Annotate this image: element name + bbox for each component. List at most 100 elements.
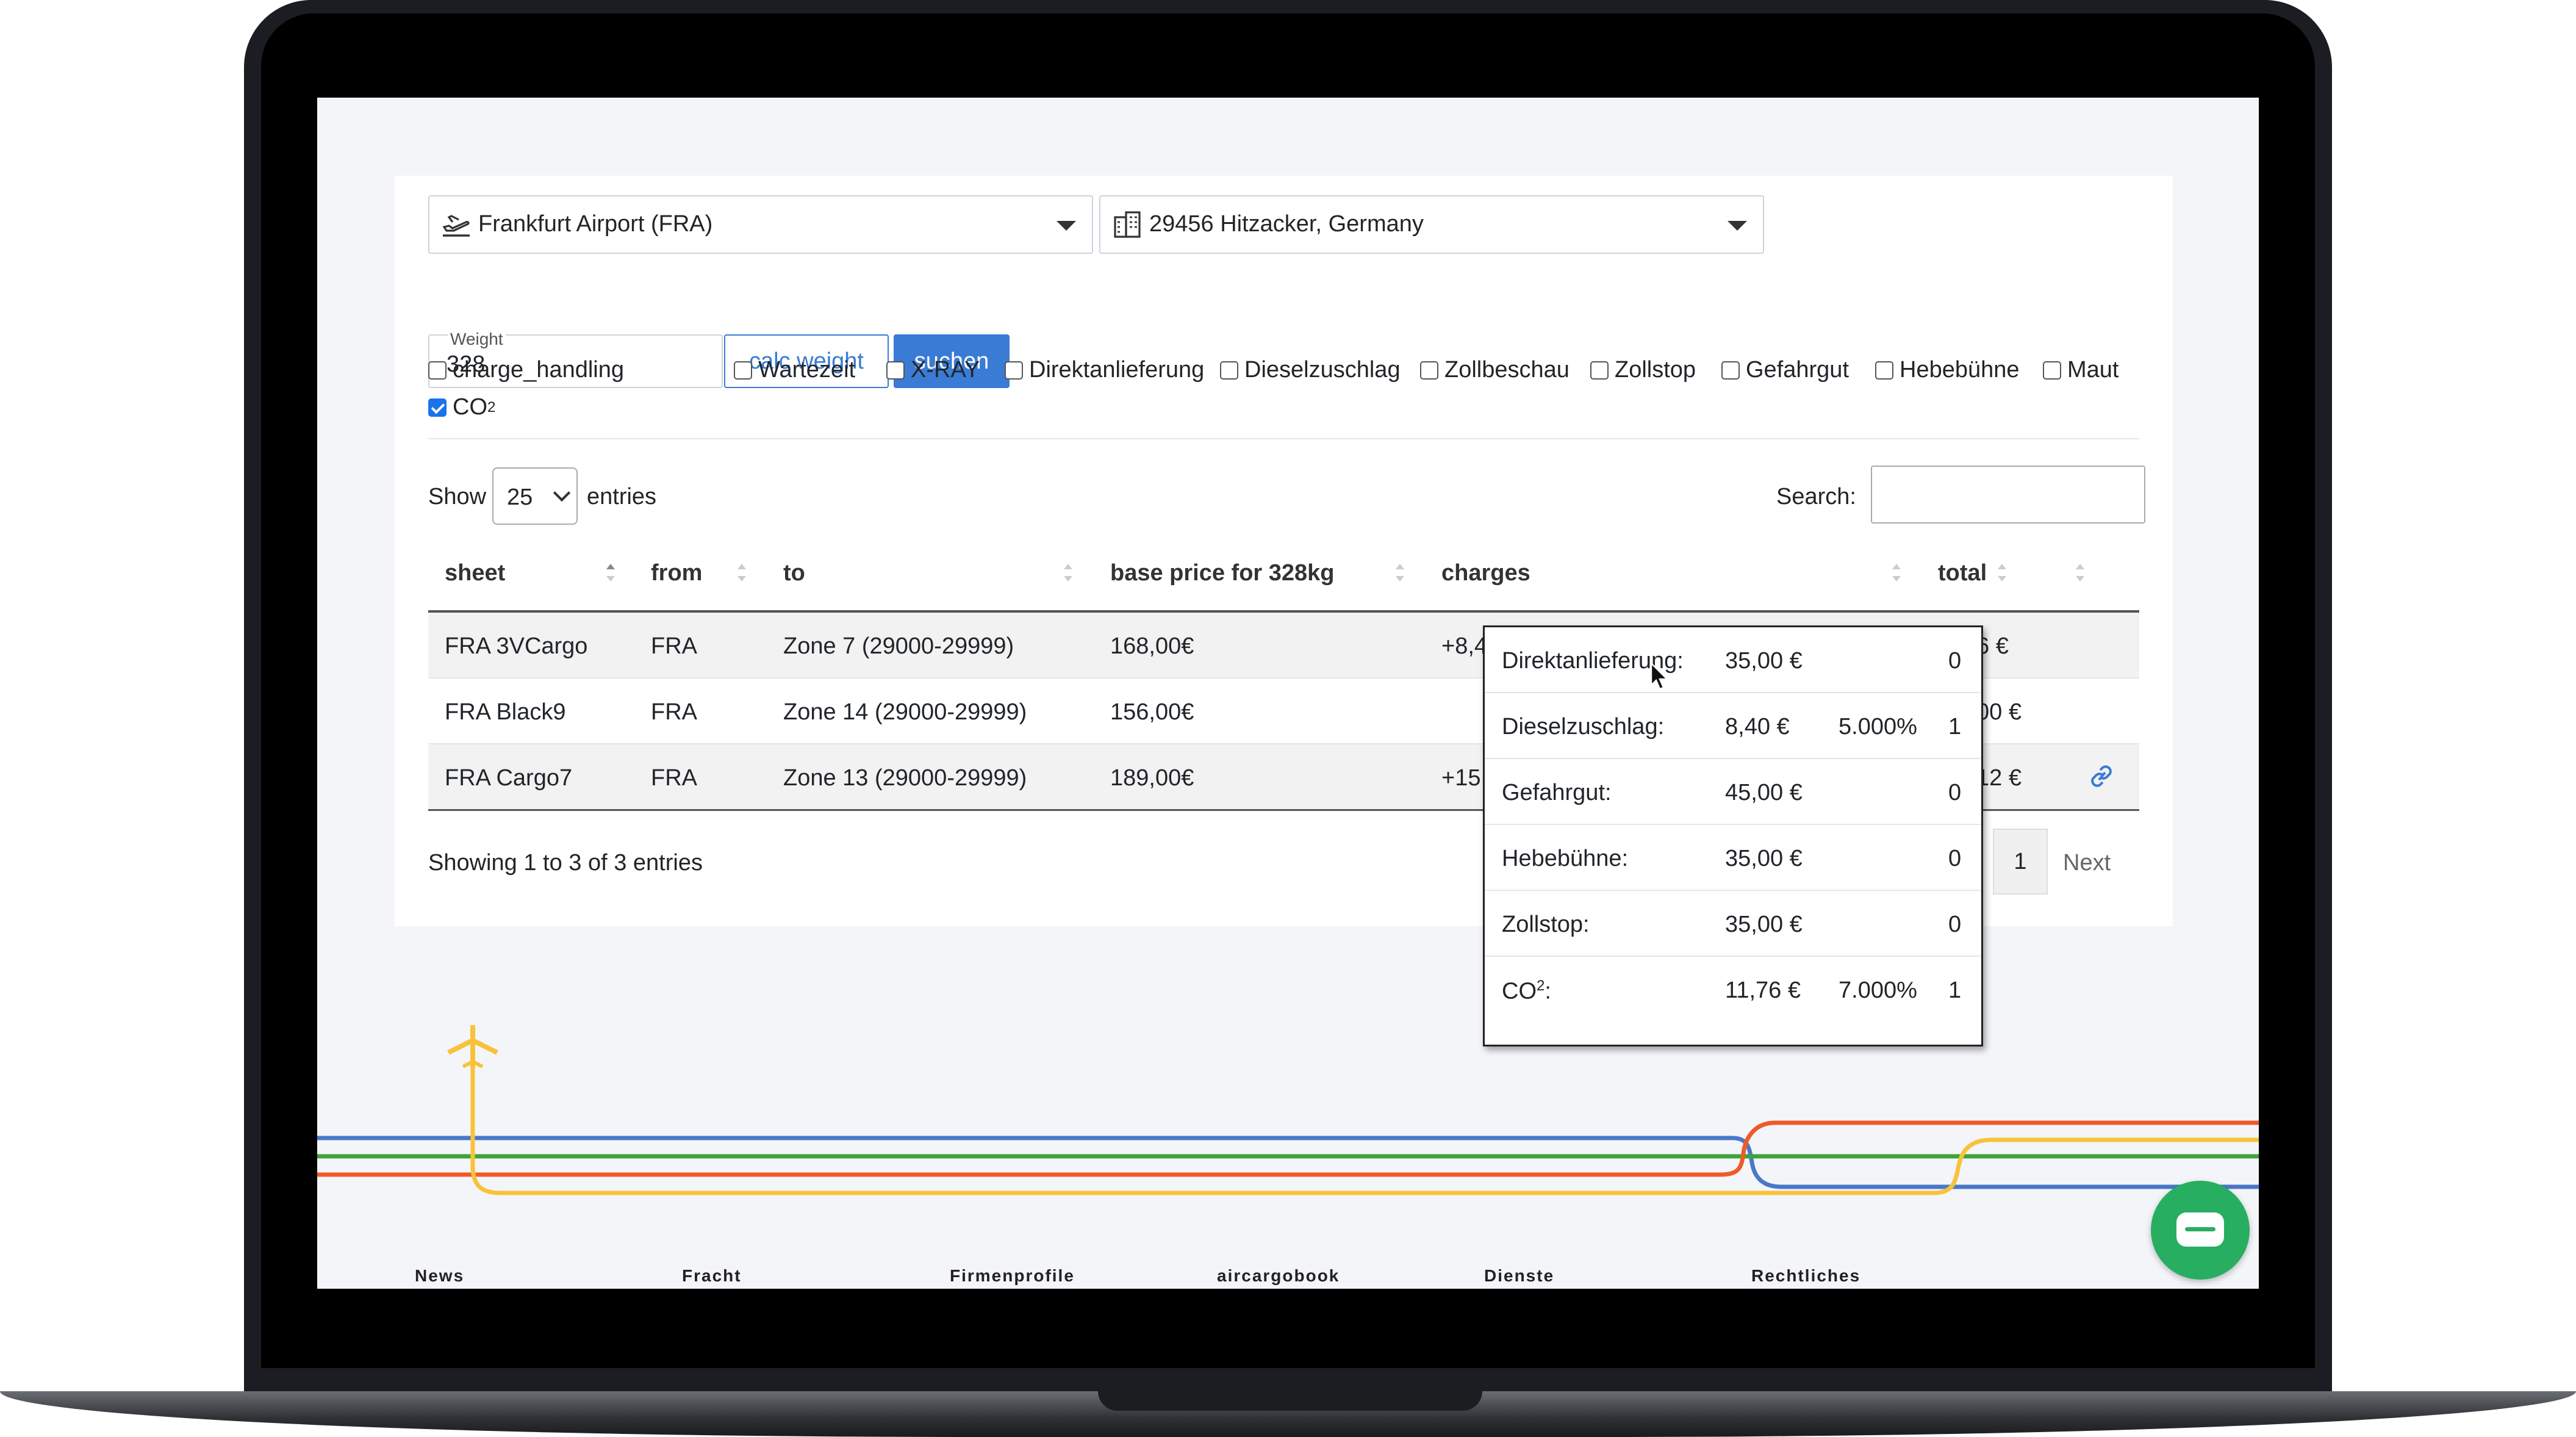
- checkbox-label: Direktanlieferung: [1029, 357, 1205, 383]
- table-header-border: [428, 610, 2139, 613]
- column-header-from[interactable]: from: [651, 560, 703, 586]
- search-button[interactable]: suchen: [894, 334, 1010, 388]
- origin-select-value: Frankfurt Airport (FRA): [478, 211, 713, 237]
- checkbox-zollstop[interactable]: Zollstop: [1590, 357, 1696, 383]
- laptop-notch: [1098, 1391, 1482, 1411]
- sort-icon[interactable]: [606, 561, 615, 586]
- checkbox-dieselzuschlag[interactable]: Dieselzuschlag: [1220, 357, 1401, 383]
- chat-button[interactable]: [2151, 1181, 2250, 1280]
- checkbox-label: Maut: [2067, 357, 2119, 383]
- checkbox-label: Wartezeit: [758, 357, 856, 383]
- tooltip-charge-amount: 35,00 €: [1725, 648, 1803, 674]
- chevron-down-icon: [1057, 221, 1076, 231]
- checkbox-co2[interactable]: CO 2: [428, 394, 495, 420]
- next-page-button[interactable]: Next: [2063, 850, 2111, 876]
- tooltip-charge-name: Hebebühne:: [1502, 846, 1629, 871]
- city-icon: [1114, 211, 1141, 238]
- table-footer-border: [428, 809, 2139, 811]
- checkbox-charge-handling[interactable]: charge_handling: [428, 357, 624, 383]
- divider: [428, 438, 2139, 439]
- column-header-sheet[interactable]: sheet: [445, 560, 506, 586]
- cell-from: FRA: [651, 765, 697, 791]
- destination-select[interactable]: 29456 Hitzacker, Germany: [1099, 195, 1764, 254]
- cell-sheet: FRA Cargo7: [445, 765, 573, 791]
- cell-total: 12 €: [1976, 765, 2022, 791]
- checkbox-box[interactable]: [734, 361, 752, 380]
- page-1-button[interactable]: 1: [1993, 829, 2048, 895]
- footer-link-aircargobook[interactable]: aircargobook: [1217, 1266, 1340, 1285]
- route-lines-graphic: [317, 1025, 2259, 1195]
- tooltip-charge-amount: 8,40 €: [1725, 714, 1790, 740]
- footer-link-fracht[interactable]: Fracht: [682, 1266, 742, 1285]
- chat-icon-line: [2185, 1227, 2215, 1231]
- tooltip-charge-count: 0: [1948, 648, 1962, 674]
- sort-icon[interactable]: [1892, 561, 1901, 586]
- tooltip-charge-name: CO2:: [1502, 978, 1551, 1005]
- footer-link-news[interactable]: News: [415, 1266, 465, 1285]
- sort-icon[interactable]: [1998, 561, 2006, 586]
- table-info: Showing 1 to 3 of 3 entries: [428, 850, 703, 876]
- checkbox-box[interactable]: [1590, 361, 1609, 380]
- column-header-charges[interactable]: charges: [1441, 560, 1530, 586]
- screen: Frankfurt Airport (FRA) 29456 Hitzacker,…: [317, 98, 2259, 1289]
- tooltip-row: Direktanlieferung: 35,00 € 0: [1485, 627, 1981, 693]
- column-header-base-price[interactable]: base price for 328kg: [1110, 560, 1335, 586]
- tooltip-charge-count: 1: [1948, 978, 1962, 1003]
- sort-icon[interactable]: [1396, 561, 1404, 586]
- column-header-total[interactable]: total: [1938, 560, 1987, 586]
- table-row[interactable]: FRA Black9 FRA Zone 14 (29000-29999) 156…: [428, 679, 2139, 744]
- origin-select[interactable]: Frankfurt Airport (FRA): [428, 195, 1093, 254]
- footer-link-dienste[interactable]: Dienste: [1484, 1266, 1555, 1285]
- checkbox-box[interactable]: [2043, 361, 2061, 380]
- search-input[interactable]: [1871, 466, 2145, 524]
- checkbox-label: CO: [453, 394, 487, 420]
- checkbox-box[interactable]: [1220, 361, 1238, 380]
- calc-weight-button[interactable]: calc weight: [724, 334, 889, 388]
- sort-icon[interactable]: [737, 561, 746, 586]
- footer-link-firmenprofile[interactable]: Firmenprofile: [950, 1266, 1075, 1285]
- checkbox-box[interactable]: [1721, 361, 1740, 380]
- checkbox-box[interactable]: [886, 361, 905, 380]
- sort-icon[interactable]: [1064, 561, 1072, 586]
- cell-to: Zone 14 (29000-29999): [783, 699, 1027, 725]
- checkbox-maut[interactable]: Maut: [2043, 357, 2119, 383]
- checkbox-label: Zollstop: [1615, 357, 1696, 383]
- weight-label: Weight: [448, 330, 506, 349]
- cell-from: FRA: [651, 633, 697, 659]
- weight-field[interactable]: Weight 328: [428, 330, 723, 388]
- checkbox-hebebuehne[interactable]: Hebebühne: [1875, 357, 2020, 383]
- cell-charges[interactable]: +8,4: [1441, 633, 1488, 659]
- show-label: Show: [428, 484, 487, 510]
- search-label: Search:: [1776, 484, 1856, 510]
- cursor-icon: [1650, 662, 1668, 690]
- checkbox-box[interactable]: [428, 361, 447, 380]
- checkbox-wartezeit[interactable]: Wartezeit: [734, 357, 855, 383]
- cell-base-price: 156,00€: [1110, 699, 1194, 725]
- checkbox-label: Dieselzuschlag: [1244, 357, 1401, 383]
- sort-icon[interactable]: [2076, 561, 2084, 586]
- checkbox-gefahrgut[interactable]: Gefahrgut: [1721, 357, 1849, 383]
- column-header-to[interactable]: to: [783, 560, 805, 586]
- tooltip-charge-count: 0: [1948, 780, 1962, 805]
- checkbox-zollbeschau[interactable]: Zollbeschau: [1420, 357, 1570, 383]
- chevron-down-icon: [553, 484, 571, 502]
- cell-charges[interactable]: +15,: [1441, 765, 1488, 791]
- checkbox-box[interactable]: [1005, 361, 1023, 380]
- tooltip-charge-count: 1: [1948, 714, 1962, 740]
- tooltip-charge-name: Zollstop:: [1502, 912, 1590, 937]
- checkbox-box[interactable]: [1875, 361, 1893, 380]
- checkbox-direktanlieferung[interactable]: Direktanlieferung: [1005, 357, 1204, 383]
- page-size-value: 25: [507, 484, 533, 510]
- checkbox-box[interactable]: [1420, 361, 1438, 380]
- destination-select-value: 29456 Hitzacker, Germany: [1149, 211, 1424, 237]
- footer-link-rechtliches[interactable]: Rechtliches: [1751, 1266, 1861, 1285]
- weight-value: 328: [447, 351, 486, 377]
- page-size-select[interactable]: 25: [492, 467, 578, 525]
- cell-from: FRA: [651, 699, 697, 725]
- checkbox-x-ray[interactable]: X-RAY: [886, 357, 980, 383]
- link-icon[interactable]: [2086, 763, 2117, 790]
- checkbox-label: X-RAY: [911, 357, 980, 383]
- tooltip-charge-amount: 35,00 €: [1725, 846, 1803, 871]
- checkbox-box-checked[interactable]: [428, 398, 447, 417]
- cell-sheet: FRA Black9: [445, 699, 566, 725]
